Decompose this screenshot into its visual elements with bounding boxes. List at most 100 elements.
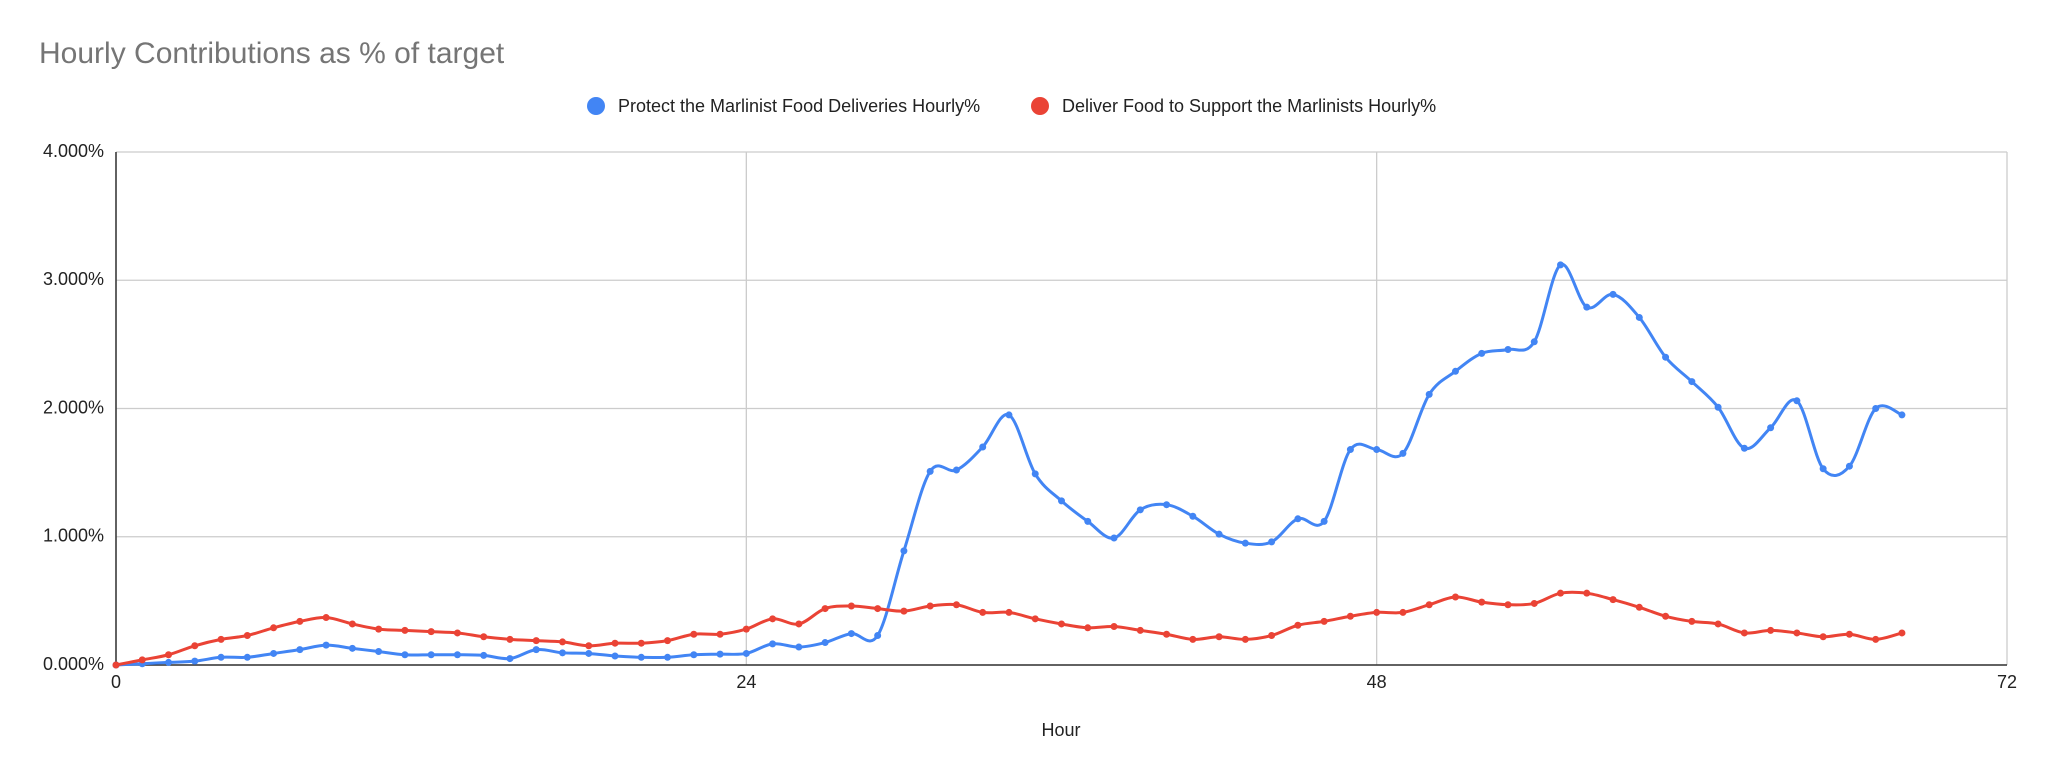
data-point xyxy=(1163,630,1171,638)
data-point xyxy=(900,547,908,555)
data-point xyxy=(1767,626,1775,634)
data-point xyxy=(1346,612,1354,620)
data-point xyxy=(769,615,777,623)
data-point xyxy=(795,643,803,651)
data-point xyxy=(1031,470,1039,478)
series-line xyxy=(115,590,1903,667)
x-tick-label: 72 xyxy=(1997,672,2017,692)
data-point xyxy=(1714,403,1722,411)
data-point xyxy=(1583,589,1591,597)
data-point xyxy=(506,635,514,643)
data-point xyxy=(532,646,540,654)
data-point xyxy=(480,651,488,659)
data-point xyxy=(375,625,383,633)
data-point xyxy=(1662,353,1670,361)
data-point xyxy=(1294,515,1302,523)
data-point xyxy=(217,635,225,643)
data-point xyxy=(1373,446,1381,454)
data-point xyxy=(270,649,278,657)
data-point xyxy=(1399,449,1407,457)
legend-label: Deliver Food to Support the Marlinists H… xyxy=(1062,96,1436,116)
data-point xyxy=(1320,617,1328,625)
y-tick-label: 0.000% xyxy=(43,654,104,674)
x-tick-label: 48 xyxy=(1367,672,1387,692)
data-point xyxy=(1845,630,1853,638)
data-point xyxy=(1189,512,1197,520)
data-point xyxy=(1058,497,1065,505)
data-point xyxy=(453,651,461,659)
data-point xyxy=(1136,626,1144,634)
data-point xyxy=(1241,635,1249,643)
data-point xyxy=(821,639,829,647)
data-point xyxy=(532,637,540,645)
data-point xyxy=(874,605,882,613)
data-point xyxy=(926,602,934,610)
data-point xyxy=(585,642,593,650)
x-tick-label: 24 xyxy=(736,672,756,692)
data-point xyxy=(296,646,304,654)
data-point xyxy=(979,443,987,451)
data-point xyxy=(611,639,619,647)
data-point xyxy=(1530,599,1538,607)
data-point xyxy=(1399,608,1407,616)
data-point xyxy=(1136,506,1144,514)
data-point xyxy=(1740,629,1748,637)
data-point xyxy=(165,651,173,659)
data-point xyxy=(952,601,960,609)
data-point xyxy=(191,657,199,665)
data-point xyxy=(637,639,645,647)
data-point xyxy=(979,608,987,616)
data-point xyxy=(1635,603,1643,611)
data-point xyxy=(1425,601,1433,609)
data-point xyxy=(1268,632,1276,640)
data-point xyxy=(165,658,173,666)
data-point xyxy=(664,653,672,661)
data-point xyxy=(427,628,435,636)
data-point xyxy=(611,652,619,660)
chart-title: Hourly Contributions as % of target xyxy=(39,37,505,70)
data-point xyxy=(1872,405,1880,412)
data-point xyxy=(716,630,724,638)
data-point xyxy=(1478,349,1486,357)
data-point xyxy=(1110,534,1118,542)
data-point xyxy=(401,651,409,659)
data-point xyxy=(217,653,225,661)
data-point xyxy=(1189,635,1197,643)
data-point xyxy=(1110,623,1118,631)
data-point xyxy=(558,638,566,646)
data-point xyxy=(1688,378,1696,386)
data-point xyxy=(1793,397,1801,405)
data-point xyxy=(795,620,803,628)
data-point xyxy=(1609,290,1617,298)
data-point xyxy=(1268,538,1276,546)
data-point xyxy=(1740,444,1748,452)
data-point xyxy=(900,607,908,615)
data-point xyxy=(952,466,960,474)
data-point xyxy=(138,656,146,664)
data-point xyxy=(926,467,934,475)
data-point xyxy=(742,649,750,657)
data-point xyxy=(1084,517,1092,525)
data-point xyxy=(1425,390,1433,398)
data-point xyxy=(558,649,566,657)
data-point xyxy=(112,661,120,669)
y-tick-label: 2.000% xyxy=(43,397,104,417)
data-point xyxy=(1767,424,1775,432)
data-point xyxy=(847,630,855,638)
data-point xyxy=(1005,608,1013,616)
data-point xyxy=(690,630,698,638)
data-point xyxy=(1557,261,1565,269)
data-point xyxy=(1451,367,1459,375)
data-point xyxy=(348,620,356,628)
data-point xyxy=(1819,465,1827,473)
legend-label: Protect the Marlinist Food Deliveries Ho… xyxy=(618,96,980,116)
data-point xyxy=(453,629,461,637)
data-point xyxy=(847,602,855,610)
data-point xyxy=(375,648,383,656)
data-point xyxy=(1872,635,1880,643)
data-point xyxy=(1215,530,1223,538)
data-point xyxy=(401,626,409,634)
data-point xyxy=(296,617,304,625)
data-point xyxy=(1031,615,1039,623)
data-point xyxy=(769,640,777,648)
